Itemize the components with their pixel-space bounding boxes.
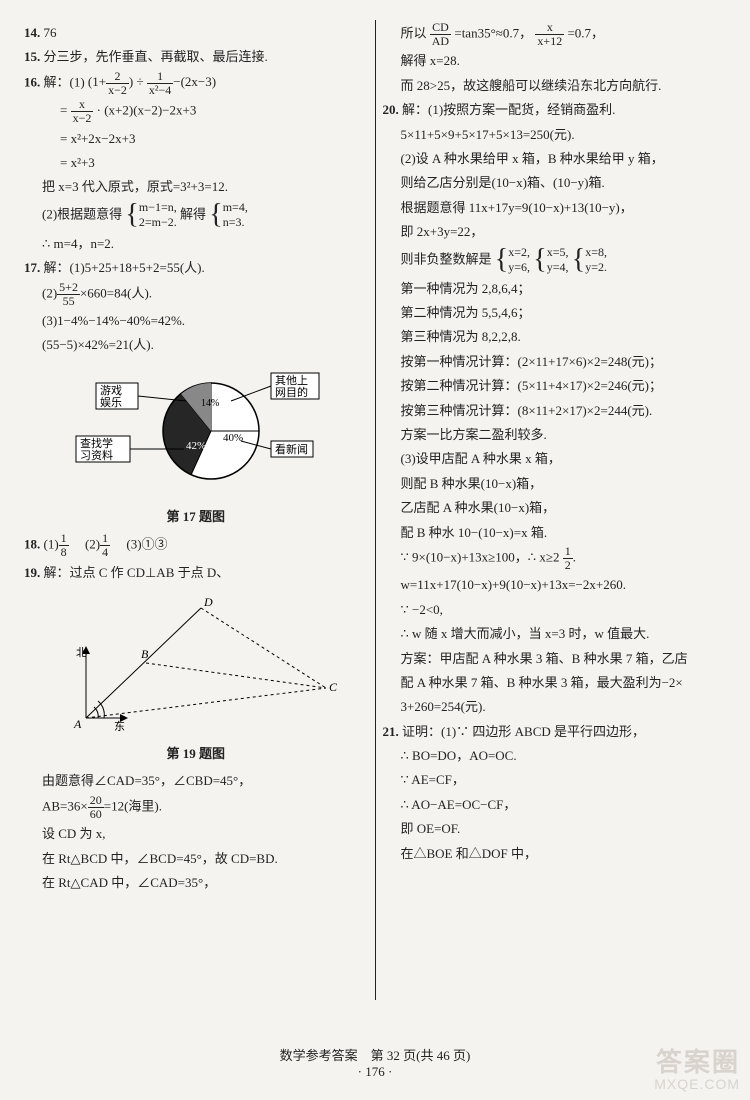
q21-num: 21.: [383, 724, 399, 739]
q20-p3h: ∴ w 随 x 增大而减小，当 x=3 时，w 值最大.: [383, 622, 727, 645]
q21-p5: 在△BOE 和△DOF 中，: [383, 842, 727, 865]
q19-triangle: 北 东 A D C B: [46, 588, 346, 738]
q20-c2: 第二种情况为 5,5,4,6；: [383, 301, 727, 324]
q16-p2mid: 解得: [180, 206, 206, 221]
q17-caption: 第 17 题图: [24, 505, 368, 528]
q15-text: 分三步，先作垂直、再截取、最后连接.: [44, 49, 268, 64]
q16-expr0: (1+2x−2) ÷ 1x²−4−(2x−3): [88, 74, 216, 89]
q21-p1: ∴ BO=DO，AO=OC.: [383, 744, 727, 767]
svg-text:A: A: [73, 717, 82, 731]
q17-p1: 解：(1)5+25+18+5+2=55(人).: [44, 260, 205, 275]
q21-p0: 证明：(1)∵ 四边形 ABCD 是平行四边形，: [402, 724, 645, 739]
q20-p3j: 配 A 种水果 7 箱、B 种水果 3 箱，最大盈利为−2×: [383, 671, 727, 694]
svg-text:40%: 40%: [223, 432, 243, 444]
q20-r3: 按第三种情况计算：(8×11+2×17)×2=244(元).: [383, 399, 727, 422]
q20-p2e: 则非负整数解是: [401, 251, 492, 266]
q16-step1: = xx−2 · (x+2)(x−2)−2x+3: [24, 98, 368, 125]
column-divider: [375, 20, 376, 1000]
q20-c1: 第一种情况为 2,8,6,4；: [383, 277, 727, 300]
q19-l1: 由题意得∠CAD=35°，∠CBD=45°，: [24, 769, 368, 792]
q20-p3i: 方案：甲店配 A 种水果 3 箱、B 种水果 7 箱，乙店: [383, 647, 727, 670]
q16-head: 解：(1): [44, 74, 85, 89]
svg-text:其他上: 其他上: [275, 374, 308, 387]
q20-p3d: 配 B 种水 10−(10−x)=x 箱.: [383, 521, 727, 544]
q21-p4: 即 OE=OF.: [383, 817, 727, 840]
svg-text:B: B: [141, 647, 149, 661]
svg-text:14%: 14%: [201, 398, 219, 409]
q20-p1b: 5×11+5×9+5×17+5×13=250(元).: [383, 123, 727, 146]
q16-sub: 把 x=3 代入原式，原式=3²+3=12.: [24, 175, 368, 198]
q20-p3c: 乙店配 A 种水果(10−x)箱，: [383, 496, 727, 519]
q20-p3a: (3)设甲店配 A 种水果 x 箱，: [383, 447, 727, 470]
q20-p1a: 解：(1)按照方案一配货，经销商盈利.: [402, 102, 615, 117]
c19-l2: 解得 x=28.: [383, 49, 727, 72]
q19-num: 19.: [24, 565, 40, 580]
watermark-cn: 答案圈: [654, 1048, 740, 1077]
q20-r4: 方案一比方案二盈利较多.: [383, 423, 727, 446]
q16-num: 16.: [24, 74, 40, 89]
q17-p2b: ×660=84(人).: [80, 285, 152, 300]
q16-p2c: ∴ m=4，n=2.: [24, 232, 368, 255]
svg-text:北: 北: [76, 646, 87, 659]
q20-r2: 按第二种情况计算：(5×11+4×17)×2=246(元)；: [383, 374, 727, 397]
q20-p2a: (2)设 A 种水果给甲 x 箱，B 种水果给甲 y 箱，: [383, 147, 727, 170]
q16-step2: = x²+2x−2x+3: [24, 127, 368, 150]
left-column: 14. 76 15. 分三步，先作垂直、再截取、最后连接. 16. 解：(1) …: [24, 20, 368, 1030]
q17-num: 17.: [24, 260, 40, 275]
svg-text:查找学: 查找学: [80, 436, 113, 450]
svg-text:D: D: [203, 595, 213, 609]
q20-r1: 按第一种情况计算：(2×11+17×6)×2=248(元)；: [383, 350, 727, 373]
q20-p3k: 3+260=254(元).: [383, 695, 727, 718]
svg-text:东: 东: [114, 720, 125, 733]
q16-p2a: (2)根据题意得: [42, 206, 122, 221]
q19-caption: 第 19 题图: [24, 742, 368, 765]
svg-text:42%: 42%: [186, 440, 206, 452]
svg-text:C: C: [329, 680, 338, 694]
q17-pie-chart: 14% 40% 42% 游戏娱乐 查找学习资料 其他上网目的 看新闻: [66, 361, 326, 501]
svg-text:游戏: 游戏: [100, 384, 122, 397]
q19-l3: 设 CD 为 x,: [24, 822, 368, 845]
q20-p2d: 即 2x+3y=22，: [383, 220, 727, 243]
q17-p2a: (2): [42, 285, 57, 300]
q15-num: 15.: [24, 49, 40, 64]
q20-num: 20.: [383, 102, 399, 117]
q21-p2: ∵ AE=CF，: [383, 768, 727, 791]
q20-p2c: 根据题意得 11x+17y=9(10−x)+13(10−y)，: [383, 196, 727, 219]
q17-p4: (55−5)×42%=21(人).: [24, 333, 368, 356]
svg-text:看新闻: 看新闻: [275, 442, 308, 456]
footer-line-2: · 176 ·: [0, 1064, 750, 1080]
q20-p3b: 则配 B 种水果(10−x)箱，: [383, 472, 727, 495]
q17-p3: (3)1−4%−14%−40%=42%.: [24, 309, 368, 332]
q16-step3: = x²+3: [24, 151, 368, 174]
q21-p3: ∴ AO−AE=OC−CF，: [383, 793, 727, 816]
q20-p3f: w=11x+17(10−x)+9(10−x)+13x=−2x+260.: [383, 573, 727, 596]
q18-p3: (3)①③: [126, 537, 167, 552]
c19-l3: 而 28>25，故这艘船可以继续沿东北方向航行.: [383, 74, 727, 97]
page-footer: 数学参考答案 第 32 页(共 46 页) · 176 ·: [0, 1045, 750, 1080]
q19-head: 解：过点 C 作 CD⊥AB 于点 D、: [44, 565, 230, 580]
svg-text:娱乐: 娱乐: [100, 395, 122, 409]
watermark: 答案圈 MXQE.COM: [654, 1048, 740, 1092]
q20-c3: 第三种情况为 8,2,2,8.: [383, 325, 727, 348]
q19-l5: 在 Rt△CAD 中，∠CAD=35°，: [24, 871, 368, 894]
q18-num: 18.: [24, 537, 40, 552]
right-column: 所以 CDAD =tan35°≈0.7， xx+12 =0.7， 解得 x=28…: [383, 20, 727, 1030]
svg-text:习资料: 习资料: [80, 448, 113, 462]
q20-p3g: ∵ −2<0,: [383, 598, 727, 621]
svg-text:网目的: 网目的: [275, 385, 308, 399]
footer-line-1: 数学参考答案 第 32 页(共 46 页): [0, 1045, 750, 1064]
watermark-en: MXQE.COM: [654, 1077, 740, 1092]
q20-p2b: 则给乙店分别是(10−x)箱、(10−y)箱.: [383, 171, 727, 194]
q14-num: 14.: [24, 25, 40, 40]
q14-ans: 76: [44, 25, 57, 40]
q19-l4: 在 Rt△BCD 中，∠BCD=45°，故 CD=BD.: [24, 847, 368, 870]
